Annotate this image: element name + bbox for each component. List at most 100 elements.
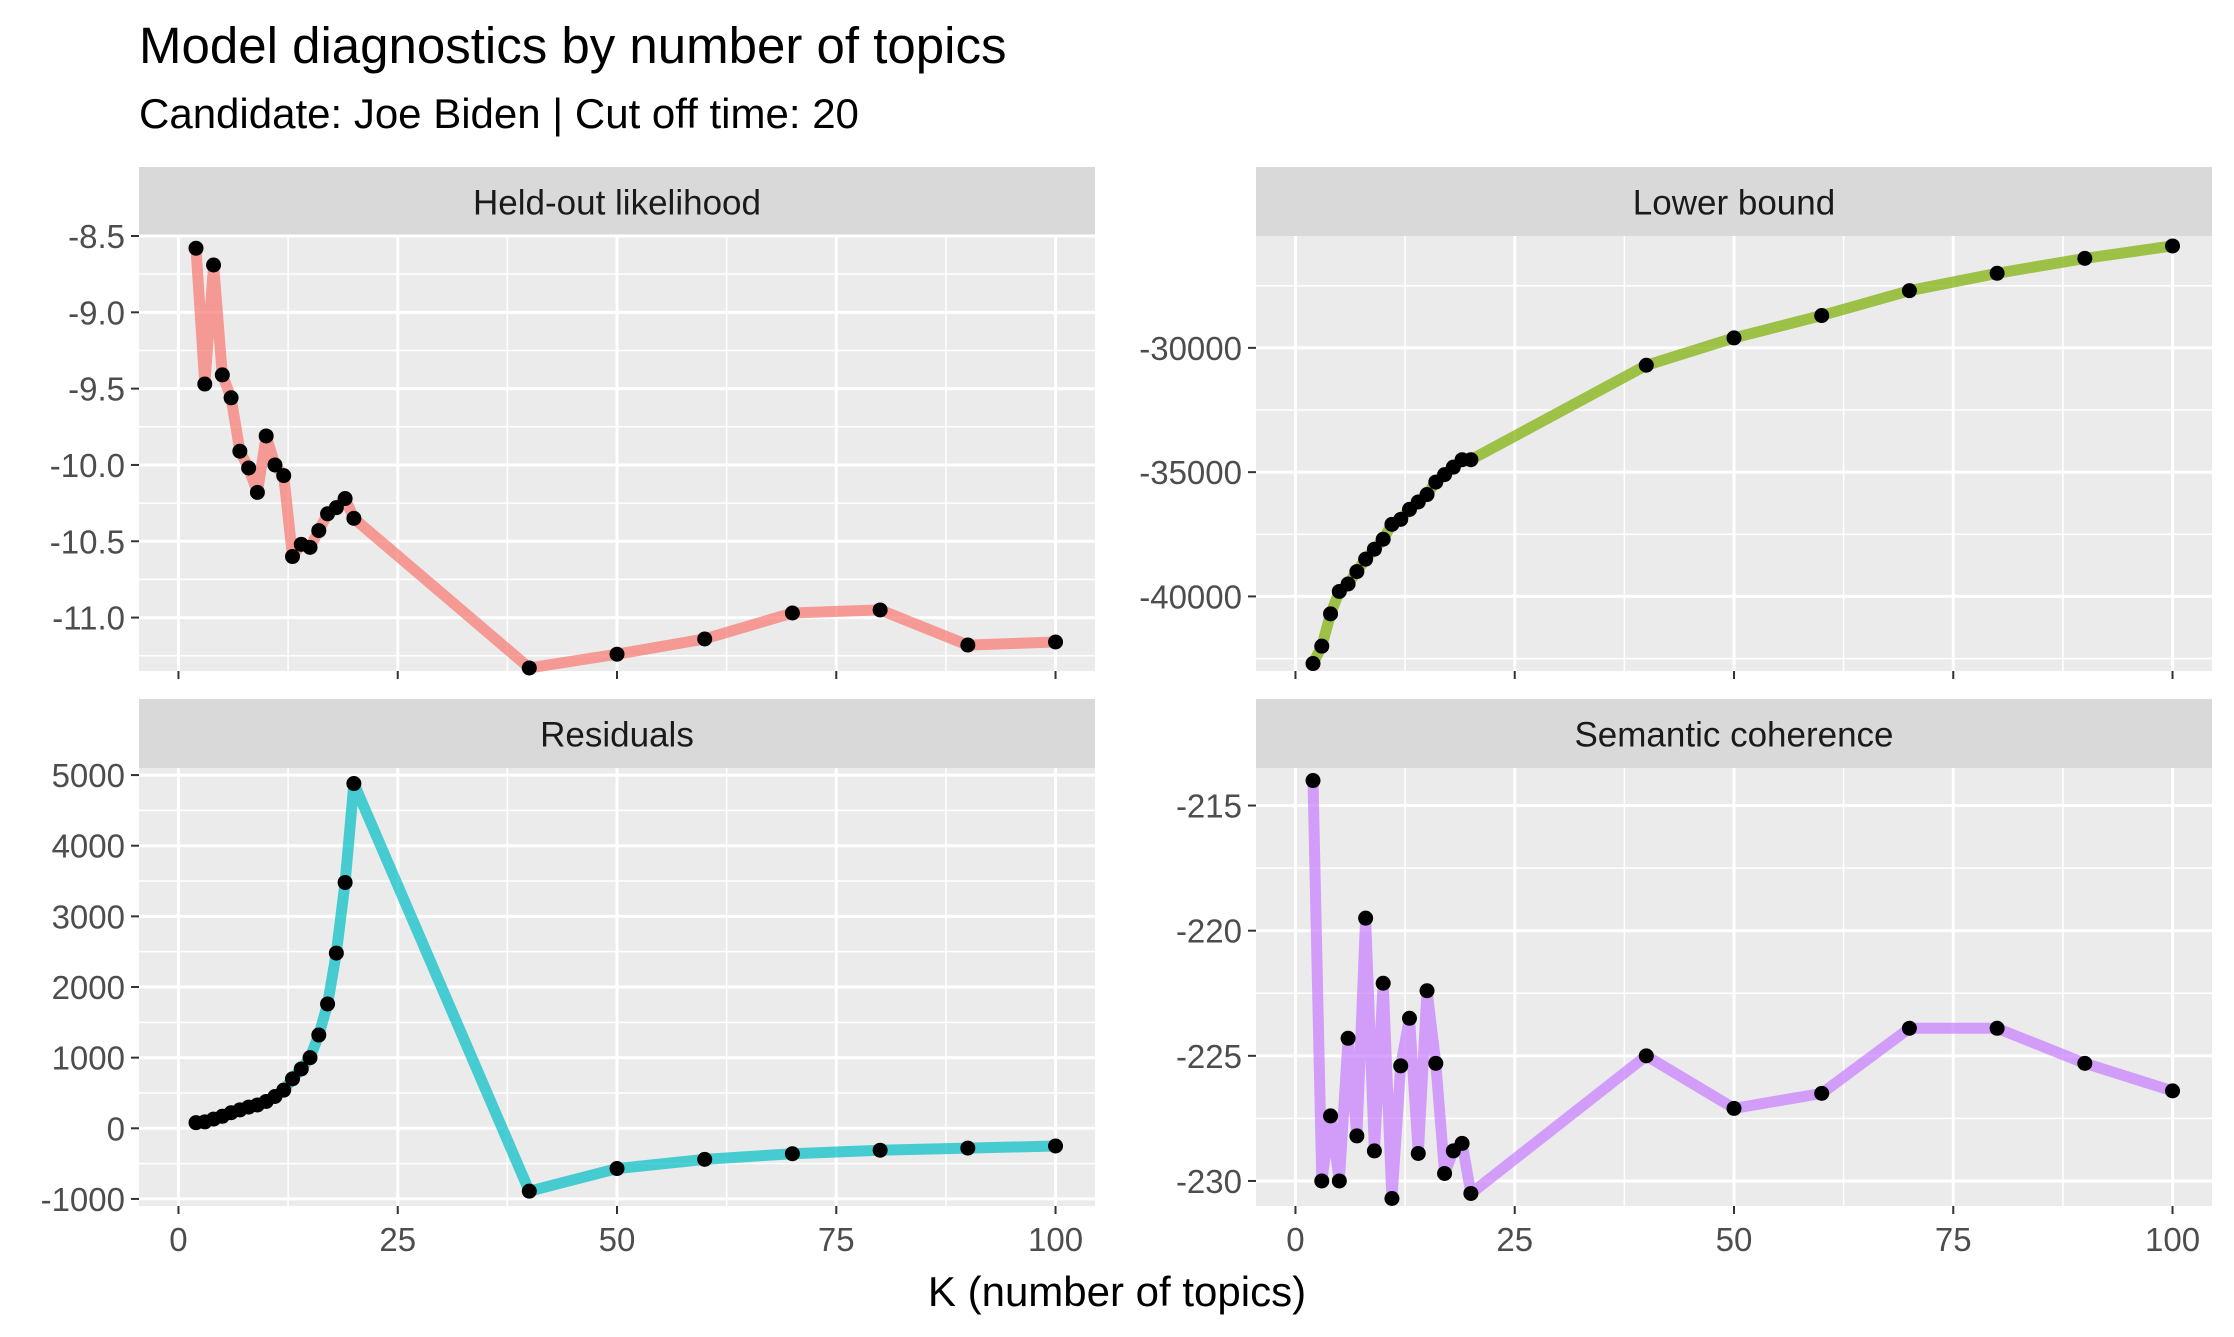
data-point: [1349, 564, 1365, 580]
data-point: [1428, 1055, 1444, 1071]
data-point: [872, 602, 888, 618]
facet-strip-label-semantic-coherence: Semantic coherence: [1574, 716, 1893, 755]
x-tick-label: 75: [1935, 1221, 1972, 1258]
data-point: [1305, 773, 1321, 789]
data-point: [1366, 1143, 1382, 1159]
data-point: [609, 1161, 625, 1177]
data-point: [1410, 1145, 1426, 1161]
data-point: [302, 1050, 318, 1066]
data-point: [346, 510, 362, 526]
data-point: [1463, 1185, 1479, 1201]
data-point: [249, 484, 265, 500]
data-point: [1901, 283, 1917, 299]
data-point: [320, 996, 336, 1012]
data-point: [302, 539, 318, 555]
data-point: [1314, 638, 1330, 654]
data-point: [2165, 1083, 2181, 1099]
y-tick-label: -10.5: [50, 523, 125, 560]
data-point: [1638, 1048, 1654, 1064]
data-point: [1323, 1108, 1339, 1124]
data-point: [1375, 531, 1391, 547]
x-axis-label: K (number of topics): [927, 1268, 1307, 1315]
data-point: [1463, 452, 1479, 468]
chart-subtitle: Candidate: Joe Biden | Cut off time: 20: [139, 90, 859, 137]
data-point: [267, 457, 283, 473]
data-point: [1989, 1020, 2005, 1036]
y-tick-label: -230: [1176, 1163, 1242, 1200]
data-point: [697, 1151, 713, 1167]
x-tick-label: 0: [1286, 1221, 1304, 1258]
data-point: [521, 660, 537, 676]
y-tick-label: -35000: [1139, 454, 1242, 491]
data-point: [1419, 487, 1435, 503]
data-point: [337, 491, 353, 507]
data-point: [1901, 1020, 1917, 1036]
data-point: [2077, 1055, 2093, 1071]
data-point: [1048, 634, 1064, 650]
data-point: [784, 1146, 800, 1162]
y-tick-label: -215: [1176, 788, 1242, 825]
y-tick-label: 3000: [52, 898, 125, 935]
y-tick-label: -220: [1176, 913, 1242, 950]
x-tick-label: 75: [818, 1221, 855, 1258]
y-tick-label: -225: [1176, 1038, 1242, 1075]
facet-strip-label-lower-bound: Lower bound: [1633, 184, 1835, 223]
data-point: [311, 523, 327, 539]
data-point: [1048, 1138, 1064, 1154]
facet-strip-label-held-out-likelihood: Held-out likelihood: [473, 184, 761, 223]
facet-strip-held-out-likelihood: [139, 167, 1095, 236]
data-point: [960, 637, 976, 653]
data-point: [197, 376, 213, 392]
data-point: [1349, 1128, 1365, 1144]
y-tick-label: 0: [107, 1110, 125, 1147]
y-tick-label: -10.0: [50, 447, 125, 484]
data-point: [232, 443, 248, 459]
facet-lower-bound: Lower bound -30000 -35000 -40000: [1139, 167, 2212, 679]
data-point: [293, 1061, 309, 1077]
data-point: [1419, 983, 1435, 999]
y-tick-label: -1000: [41, 1181, 125, 1218]
data-point: [1375, 975, 1391, 991]
data-point: [784, 605, 800, 621]
facet-strip-label-residuals: Residuals: [540, 716, 694, 755]
x-tick-label: 0: [169, 1221, 187, 1258]
y-tick-label: -30000: [1139, 330, 1242, 367]
x-tick-label: 50: [1716, 1221, 1753, 1258]
data-point: [872, 1142, 888, 1158]
data-point: [337, 874, 353, 890]
data-point: [1340, 576, 1356, 592]
data-point: [241, 460, 257, 476]
data-point: [1323, 606, 1339, 622]
data-point: [1638, 357, 1654, 373]
data-point: [1384, 1190, 1400, 1206]
x-tick-label: 25: [1496, 1221, 1533, 1258]
series-line-semantic-coherence: [1307, 775, 2178, 1204]
data-point: [697, 631, 713, 647]
data-point: [1814, 1085, 1830, 1101]
x-tick-label: 100: [1028, 1221, 1083, 1258]
y-tick-label: 4000: [52, 828, 125, 865]
data-point: [214, 367, 230, 383]
data-point: [1358, 551, 1374, 567]
data-point: [609, 646, 625, 662]
chart-title: Model diagnostics by number of topics: [139, 17, 1007, 74]
data-point: [1437, 1165, 1453, 1181]
data-point: [1726, 330, 1742, 346]
data-point: [311, 1027, 327, 1043]
y-tick-label: 1000: [52, 1040, 125, 1077]
y-tick-label: -40000: [1139, 578, 1242, 615]
facet-strip-residuals: [139, 699, 1095, 768]
data-point: [284, 1071, 300, 1087]
data-point: [206, 257, 222, 273]
x-tick-label: 25: [379, 1221, 416, 1258]
y-tick-label: 2000: [52, 969, 125, 1006]
data-point: [1726, 1100, 1742, 1116]
data-point: [1401, 1010, 1417, 1026]
data-point: [346, 776, 362, 792]
data-point: [1393, 511, 1409, 527]
y-tick-label: -9.5: [68, 371, 125, 408]
facet-semantic-coherence: Semantic coherence -215 -220 -225 -230 0 25 50 7…: [1176, 699, 2212, 1258]
data-point: [2165, 238, 2181, 254]
data-point: [223, 390, 239, 406]
